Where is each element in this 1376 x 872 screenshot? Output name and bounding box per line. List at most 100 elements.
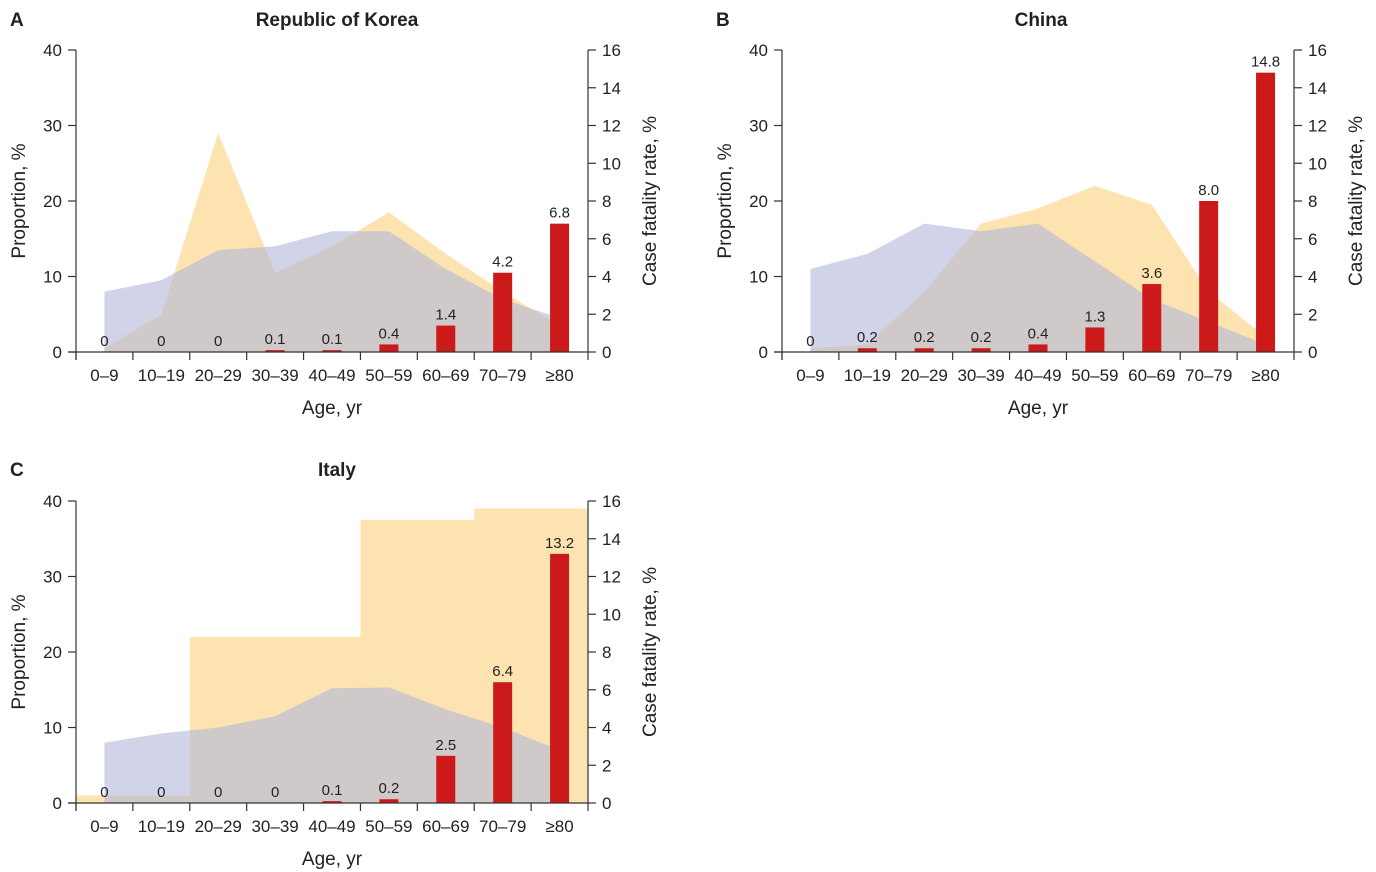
y-tick-label: 40 [43,41,62,60]
cfr-data-label: 0 [100,784,108,801]
y-axis-title: Proportion, % [9,594,30,709]
y-axis-title: Proportion, % [715,143,736,258]
y2-tick-label: 4 [602,719,611,738]
x-tick-label: 0–9 [796,366,824,385]
y2-tick-label: 14 [602,79,621,98]
y2-axis-title: Case fatality rate, % [1346,116,1367,286]
y2-tick-label: 6 [602,230,611,249]
chart-title: Republic of Korea [256,10,419,31]
x-tick-label: ≥80 [545,366,573,385]
x-tick-label: 70–79 [479,817,526,836]
cfr-data-label: 0 [157,784,165,801]
y-tick-label: 40 [43,492,62,511]
cfr-data-label: 1.4 [435,307,456,324]
cfr-bar [322,350,342,352]
x-tick-label: 50–59 [365,366,412,385]
x-tick-label: 20–29 [195,817,242,836]
cfr-data-label: 6.4 [492,663,513,680]
chart-panel-c: C Italy 0 0 0 0 0.1 0.2 2.5 6.4 13.2 0 10 20 30 40 0 2 4 6 8… [9,460,661,870]
x-tick-label: 50–59 [365,817,412,836]
cfr-data-label: 0 [100,333,108,350]
y2-tick-label: 16 [602,492,621,511]
cfr-data-label: 0.1 [265,331,286,348]
y2-tick-label: 0 [602,794,611,813]
x-tick-label: 20–29 [195,366,242,385]
y2-tick-label: 8 [602,643,611,662]
proportion-area-2 [104,231,560,352]
cfr-bar [379,344,399,352]
cfr-bar [1085,327,1105,352]
cfr-bar [550,553,570,803]
y2-tick-label: 14 [602,530,621,549]
cfr-bar [1256,72,1276,353]
cfr-data-label: 13.2 [545,535,574,552]
panel-letter: C [10,460,24,481]
x-tick-label: 10–19 [138,817,185,836]
y-tick-label: 0 [53,343,62,362]
cfr-bar [265,350,285,352]
x-tick-label: 40–49 [308,817,355,836]
y2-tick-label: 16 [602,41,621,60]
y-tick-label: 30 [749,117,768,136]
chart-title: China [1015,10,1068,31]
cfr-data-label: 0.2 [914,329,935,346]
cfr-data-label: 6.8 [549,205,570,222]
x-tick-label: 40–49 [1014,366,1061,385]
cfr-data-label: 1.3 [1084,308,1105,325]
cfr-data-label: 0 [157,333,165,350]
y-axis-title: Proportion, % [9,143,30,258]
x-axis-title: Age, yr [302,849,363,870]
y2-tick-label: 0 [602,343,611,362]
y2-tick-label: 2 [1308,305,1317,324]
y-tick-label: 10 [749,268,768,287]
x-tick-label: 70–79 [479,366,526,385]
chart-title: Italy [318,460,356,481]
y2-tick-label: 10 [602,605,621,624]
cfr-data-label: 4.2 [492,254,513,271]
cfr-bar [379,799,399,803]
cfr-bar [436,325,456,352]
y-tick-label: 20 [749,192,768,211]
y2-tick-label: 6 [1308,230,1317,249]
y2-tick-label: 16 [1308,41,1327,60]
cfr-data-label: 3.6 [1141,265,1162,282]
x-tick-label: ≥80 [1251,366,1279,385]
y2-tick-label: 2 [602,756,611,775]
cfr-bar [857,348,877,352]
y-tick-label: 0 [53,794,62,813]
y2-tick-label: 14 [1308,79,1327,98]
cfr-bar [1142,284,1162,352]
y-tick-label: 30 [43,568,62,587]
cfr-bar [914,348,934,352]
cfr-bar [1028,344,1048,352]
x-tick-label: 0–9 [90,366,118,385]
y-tick-label: 10 [43,719,62,738]
cfr-bar [436,755,456,803]
x-tick-label: 60–69 [1128,366,1175,385]
cfr-data-label: 8.0 [1198,182,1219,199]
y-tick-label: 20 [43,643,62,662]
cfr-bar [1199,201,1219,352]
y-tick-label: 0 [759,343,768,362]
cfr-data-label: 0.1 [322,782,343,799]
cfr-data-label: 0 [214,333,222,350]
x-tick-label: 70–79 [1185,366,1232,385]
cfr-data-label: 14.8 [1251,54,1280,71]
y2-tick-label: 12 [1308,117,1327,136]
x-tick-label: 60–69 [422,817,469,836]
x-axis-title: Age, yr [302,398,363,419]
y2-tick-label: 10 [1308,154,1327,173]
x-tick-label: 30–39 [957,366,1004,385]
y2-tick-label: 10 [602,154,621,173]
cfr-data-label: 0.2 [857,329,878,346]
y2-tick-label: 8 [1308,192,1317,211]
cfr-bar [493,682,513,803]
y2-tick-label: 8 [602,192,611,211]
cfr-bar [550,223,570,352]
y2-axis-title: Case fatality rate, % [640,567,661,737]
cfr-data-label: 0 [271,784,279,801]
y2-tick-label: 6 [602,681,611,700]
cfr-data-label: 0.2 [971,329,992,346]
